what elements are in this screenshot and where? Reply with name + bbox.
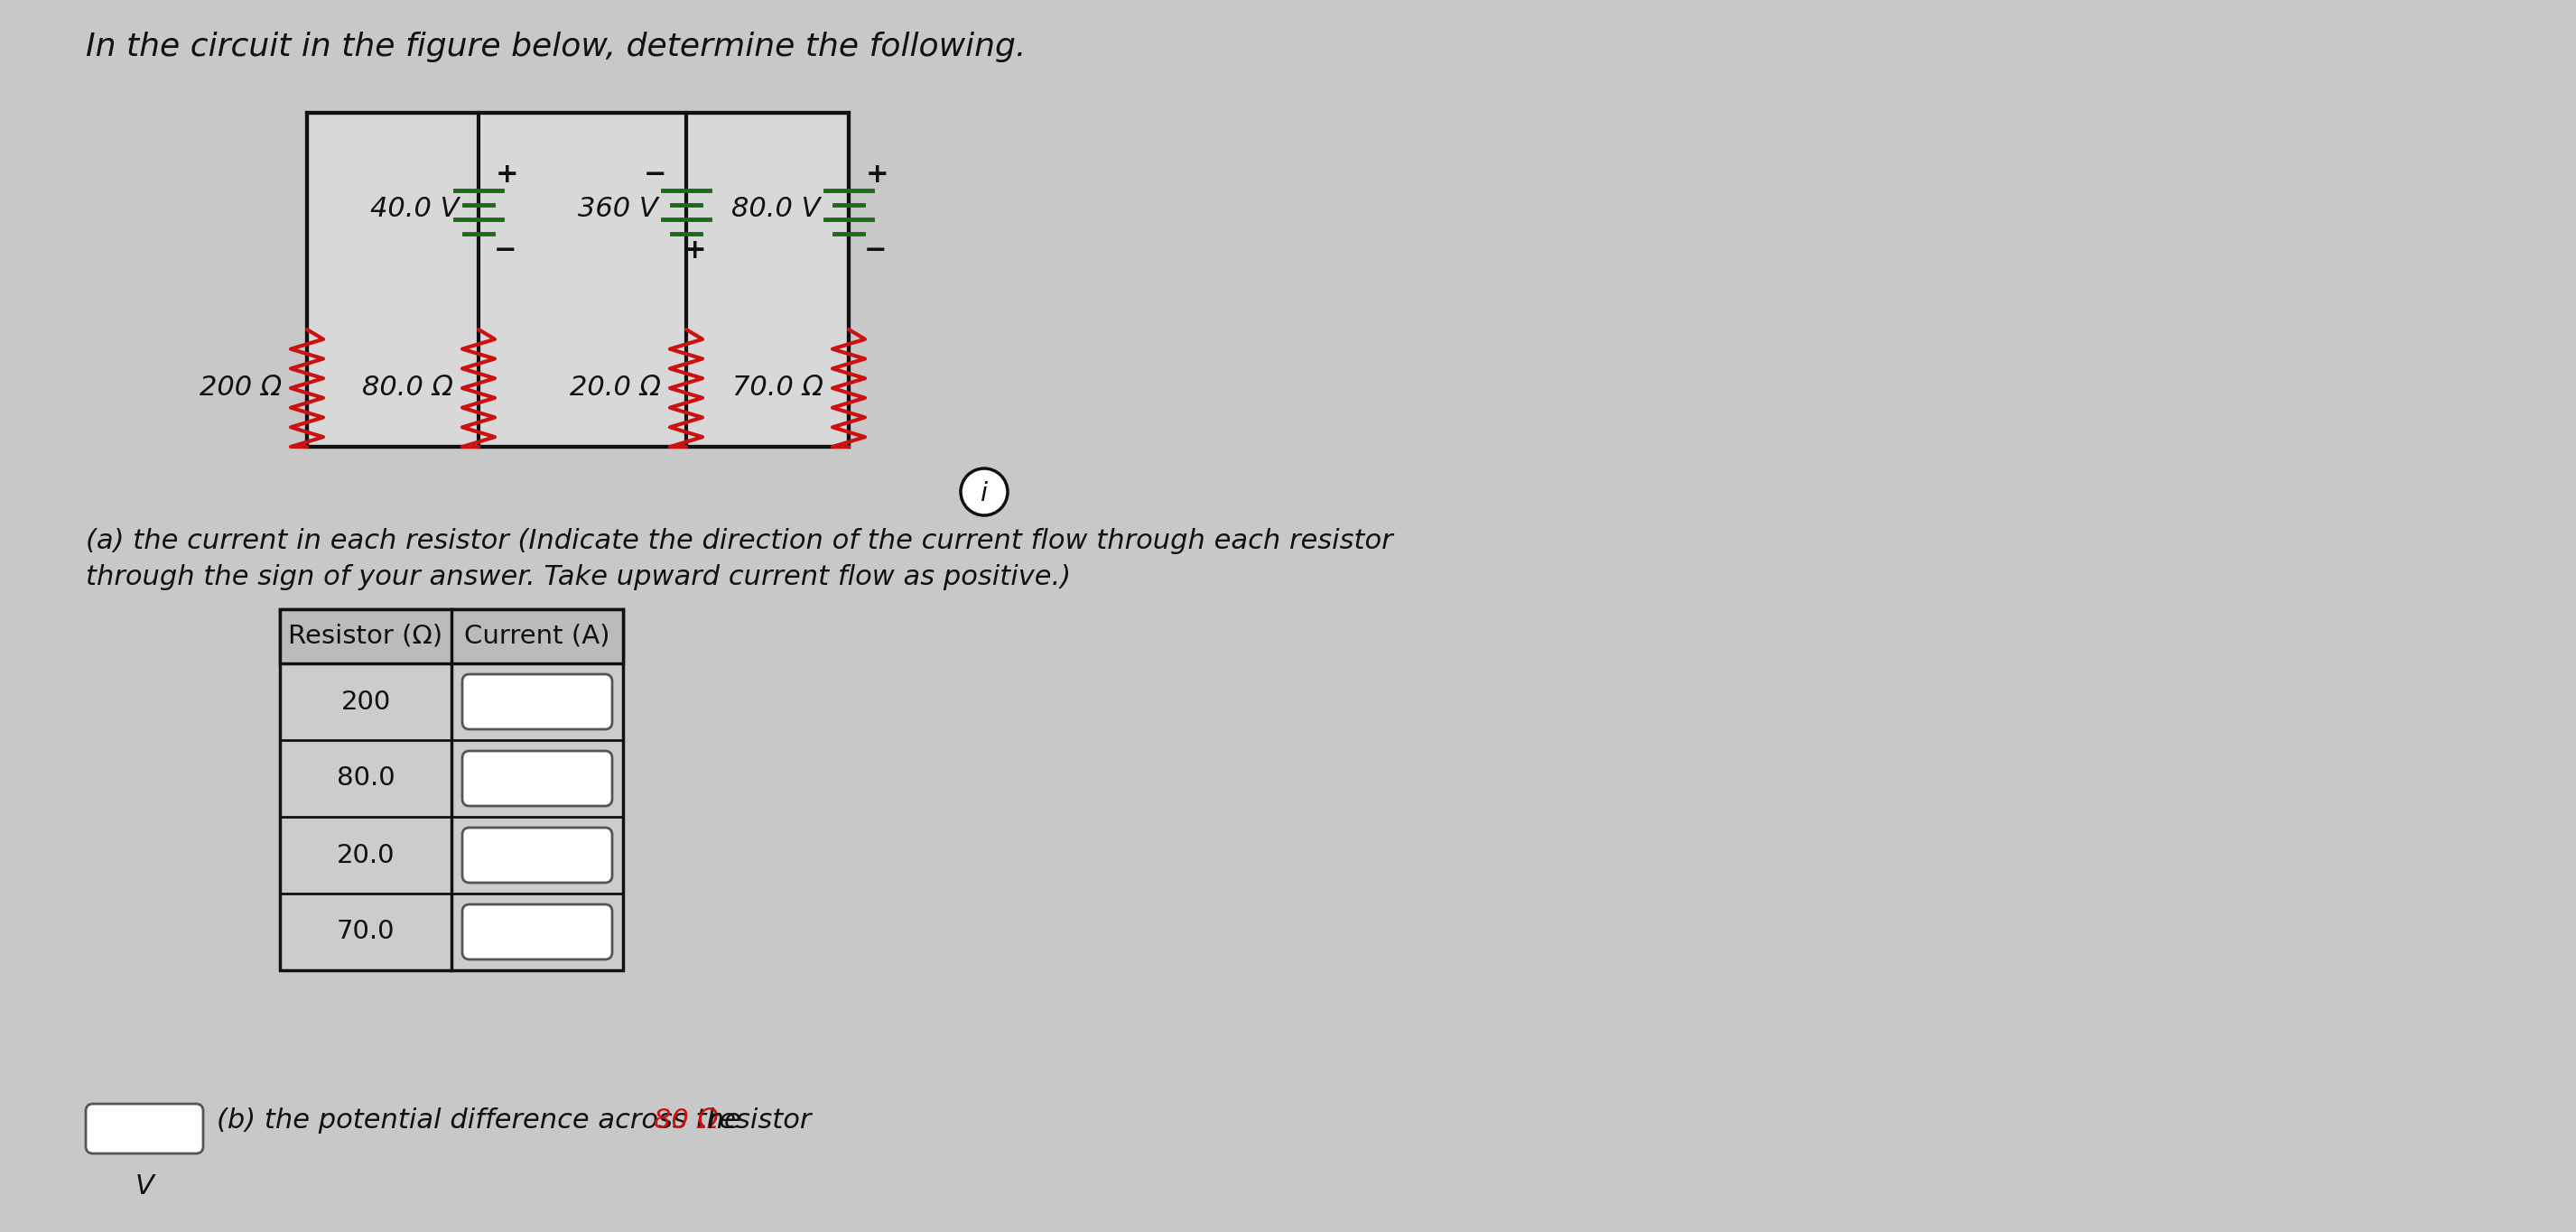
Text: 40.0 V: 40.0 V	[371, 196, 459, 222]
Text: (b) the potential difference across the: (b) the potential difference across the	[216, 1108, 750, 1135]
Bar	[307, 113, 848, 447]
Text: −: −	[644, 161, 667, 187]
Bar	[281, 610, 623, 971]
Text: 20.0: 20.0	[337, 843, 394, 867]
Text: +: +	[683, 237, 706, 264]
FancyBboxPatch shape	[85, 1104, 204, 1153]
FancyBboxPatch shape	[461, 904, 613, 960]
Text: 200: 200	[340, 689, 392, 715]
Text: Resistor (Ω): Resistor (Ω)	[289, 623, 443, 649]
Text: 80.0 V: 80.0 V	[732, 196, 819, 222]
Text: V: V	[134, 1173, 155, 1200]
Text: i: i	[981, 480, 987, 506]
Text: +: +	[495, 161, 518, 187]
Text: 80.0: 80.0	[337, 766, 394, 791]
Text: 70.0 Ω: 70.0 Ω	[732, 375, 824, 402]
Text: (a) the current in each resistor (Indicate the direction of the current flow thr: (a) the current in each resistor (Indica…	[85, 529, 1394, 554]
FancyBboxPatch shape	[461, 828, 613, 882]
Text: 200 Ω: 200 Ω	[198, 375, 281, 402]
FancyBboxPatch shape	[461, 752, 613, 806]
Text: 70.0: 70.0	[337, 919, 394, 945]
Text: 80.0 Ω: 80.0 Ω	[363, 375, 453, 402]
Circle shape	[961, 468, 1007, 515]
Text: 360 V: 360 V	[577, 196, 657, 222]
Bar	[281, 610, 623, 663]
Text: In the circuit in the figure below, determine the following.: In the circuit in the figure below, dete…	[85, 32, 1025, 63]
FancyBboxPatch shape	[461, 674, 613, 729]
Text: 20.0 Ω: 20.0 Ω	[569, 375, 662, 402]
Text: Current (A): Current (A)	[464, 623, 611, 649]
Text: −: −	[866, 237, 886, 264]
Text: +: +	[866, 161, 889, 187]
Text: 80 Ω: 80 Ω	[654, 1108, 719, 1135]
Text: −: −	[495, 237, 518, 264]
Text: through the sign of your answer. Take upward current flow as positive.): through the sign of your answer. Take up…	[85, 564, 1072, 590]
Text: resistor: resistor	[698, 1108, 811, 1135]
